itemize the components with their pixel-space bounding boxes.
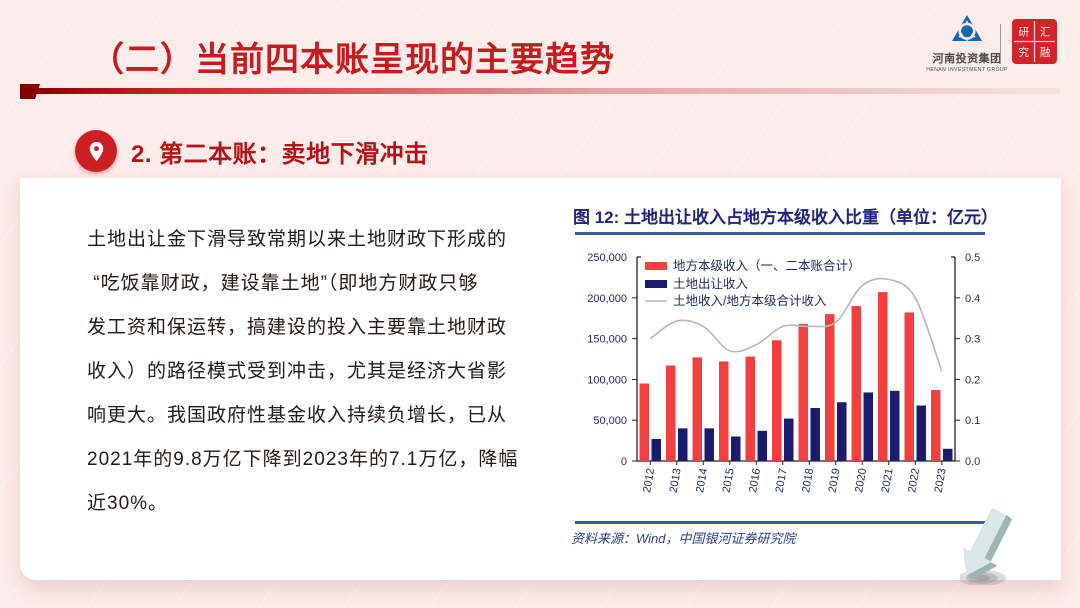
svg-text:土地收入/地方本级合计收入: 土地收入/地方本级合计收入	[673, 293, 827, 308]
svg-text:究: 究	[1018, 46, 1029, 59]
svg-text:融: 融	[1040, 47, 1051, 59]
svg-text:250,000: 250,000	[587, 252, 627, 264]
svg-text:2014: 2014	[694, 467, 710, 493]
svg-text:2018: 2018	[800, 467, 816, 493]
svg-text:0.1: 0.1	[965, 415, 980, 427]
svg-text:2020: 2020	[853, 467, 869, 493]
svg-text:2016: 2016	[747, 467, 763, 493]
svg-text:0: 0	[621, 456, 627, 468]
svg-text:地方本级收入（一、二本账合计）: 地方本级收入（一、二本账合计）	[673, 258, 861, 273]
svg-text:2015: 2015	[721, 467, 737, 493]
svg-text:150,000: 150,000	[587, 334, 627, 346]
svg-text:0.5: 0.5	[965, 252, 980, 264]
svg-text:土地出让收入: 土地出让收入	[673, 277, 749, 291]
svg-text:0.0: 0.0	[965, 456, 980, 468]
svg-text:200,000: 200,000	[587, 293, 627, 305]
svg-text:汇: 汇	[1040, 25, 1051, 38]
svg-text:2021: 2021	[880, 467, 896, 493]
svg-text:2012: 2012	[641, 467, 657, 493]
svg-text:2017: 2017	[774, 467, 790, 493]
svg-text:2013: 2013	[668, 467, 684, 493]
svg-text:100,000: 100,000	[587, 374, 627, 386]
svg-text:研: 研	[1018, 26, 1029, 38]
svg-text:2019: 2019	[827, 467, 843, 493]
svg-text:2023: 2023	[933, 467, 949, 493]
svg-text:2022: 2022	[906, 467, 922, 493]
svg-text:0.2: 0.2	[965, 374, 980, 386]
svg-text:50,000: 50,000	[593, 415, 627, 427]
svg-text:0.3: 0.3	[965, 334, 980, 346]
svg-text:0.4: 0.4	[965, 293, 980, 305]
